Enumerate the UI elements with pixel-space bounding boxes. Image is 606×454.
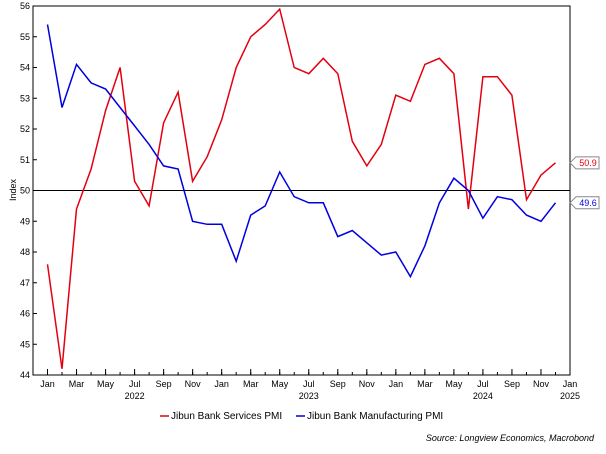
x-tick-label: Nov [533, 379, 550, 389]
x-tick-label: May [445, 379, 463, 389]
x-year-label: 2023 [299, 391, 319, 401]
x-tick-label: Jul [129, 379, 141, 389]
series-layer [46, 7, 557, 369]
x-tick-label: Jan [563, 379, 578, 389]
y-tick-label: 46 [20, 309, 30, 319]
series-line-1 [46, 24, 557, 279]
x-tick-label: Nov [185, 379, 202, 389]
end-value-label: 49.6 [579, 198, 597, 208]
y-tick-label: 56 [20, 1, 30, 11]
y-tick-label: 51 [20, 155, 30, 165]
y-axis: 44 45 46 47 48 49 50 51 52 53 54 55 56 [20, 1, 37, 380]
y-tick-label: 52 [20, 124, 30, 134]
x-tick-label: Sep [156, 379, 172, 389]
x-tick-label: Mar [243, 379, 259, 389]
y-tick-label: 50 [20, 186, 30, 196]
x-tick-label: Jan [40, 379, 55, 389]
x-year-label: 2025 [560, 391, 580, 401]
x-tick-label: Nov [359, 379, 376, 389]
y-tick-label: 49 [20, 216, 30, 226]
end-labels: 50.9 49.6 [569, 156, 600, 210]
x-tick-label: Jul [303, 379, 315, 389]
source-note: Source: Longview Economics, Macrobond [426, 433, 595, 443]
x-year-label: 2024 [473, 391, 493, 401]
y-tick-label: 55 [20, 32, 30, 42]
legend: Jibun Bank Services PMI Jibun Bank Manufa… [160, 411, 443, 422]
x-tick-label: Sep [504, 379, 520, 389]
y-tick-label: 48 [20, 247, 30, 257]
x-year-label: 2022 [125, 391, 145, 401]
x-tick-label: Mar [69, 379, 85, 389]
x-tick-label: Jul [477, 379, 489, 389]
x-axis: Jan Mar May Jul Sep Nov Jan Mar May Jul Sep Nov Jan M… [32, 369, 580, 401]
x-tick-label: May [97, 379, 115, 389]
x-tick-label: May [271, 379, 289, 389]
x-tick-label: Jan [389, 379, 404, 389]
y-tick-label: 53 [20, 93, 30, 103]
legend-entry: Jibun Bank Services PMI [171, 411, 282, 422]
y-tick-label: 47 [20, 278, 30, 288]
y-tick-label: 44 [20, 370, 30, 380]
series-line-0 [46, 7, 556, 369]
y-tick-label: 45 [20, 339, 30, 349]
x-tick-label: Sep [330, 379, 346, 389]
legend-entry: Jibun Bank Manufacturing PMI [307, 411, 443, 422]
end-label-box [569, 156, 600, 170]
x-tick-label: Jan [214, 379, 229, 389]
y-axis-label: Index [8, 178, 18, 201]
y-tick-label: 54 [20, 63, 30, 73]
end-label-box [569, 196, 600, 210]
end-value-label: 50.9 [579, 158, 597, 168]
x-tick-label: Mar [417, 379, 433, 389]
